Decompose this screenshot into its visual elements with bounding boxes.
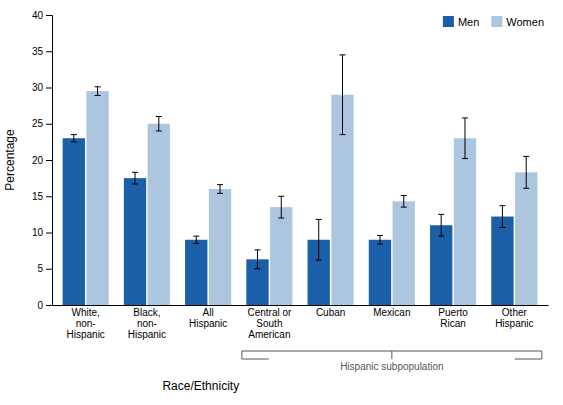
error-bar [71,135,77,142]
x-tick: Black,non-Hispanic [128,307,166,340]
error-bar [438,214,444,236]
legend-label: Women [506,16,544,28]
bar [63,138,85,305]
bar [124,178,146,305]
error-bar [462,118,468,159]
bar [491,217,513,305]
x-tick-label: White,non-Hispanic [66,307,104,340]
y-tick-label: 15 [32,191,44,202]
annotation: Hispanic subpopulation [340,361,443,372]
error-bar [401,196,407,208]
y-tick-mark [46,269,52,270]
bar [515,172,537,305]
y-tick: 40 [32,10,52,21]
y-tick: 30 [32,82,52,93]
x-tick: Central orSouthAmerican [247,307,292,340]
x-tick-label: Mexican [373,307,410,318]
error-bar [523,156,529,188]
x-tick: White,non-Hispanic [66,307,104,340]
error-bar [340,55,346,135]
legend-swatch [491,16,502,27]
y-tick-label: 35 [32,46,44,57]
x-axis-title: Race/Ethnicity [162,379,239,393]
y-tick-mark [46,15,52,16]
y-tick-label: 25 [32,118,44,129]
y-tick-label: 40 [32,10,44,21]
x-tick-label: Cuban [316,307,345,318]
series [63,135,514,305]
x-tick-label: AllHispanic [189,307,227,329]
y-tick-label: 30 [32,82,44,93]
y-tick-mark [46,233,52,234]
bar [209,189,231,305]
x-tick: Mexican [373,307,410,318]
y-tick-mark [46,124,52,125]
annotation-bracket [242,351,542,359]
bar [185,240,207,305]
error-bar [377,235,383,244]
y-axis: 0 5 10 15 20 25 30 35 40 [32,10,53,311]
x-tick: PuertoRican [438,307,468,329]
y-tick-mark [46,160,52,161]
error-bar [156,117,162,132]
error-bar [132,172,138,184]
y-axis-line [46,16,53,306]
bar [270,207,292,305]
bar [430,225,452,305]
x-tick: Cuban [316,307,345,318]
x-tick: OtherHispanic [495,307,533,329]
y-tick: 25 [32,118,52,129]
y-tick-mark [46,305,52,306]
y-tick-mark [46,88,52,89]
y-tick-label: 5 [37,263,43,274]
bar [454,138,476,305]
x-tick: AllHispanic [189,307,227,329]
series [86,55,537,305]
error-bar [316,219,322,260]
y-tick-mark [46,51,52,52]
chart: 0 5 10 15 20 25 30 35 40 White,non-Hispanic Black,… [0,0,563,405]
x-axis-line [53,305,549,306]
legend-swatch [443,16,454,27]
error-bar [193,236,199,243]
y-tick-label: 10 [32,227,44,238]
y-tick-label: 0 [37,300,43,311]
y-tick: 20 [32,155,52,166]
y-tick: 5 [37,263,52,274]
legend-item: Men [443,16,479,28]
error-bar [217,185,223,194]
y-tick: 15 [32,191,52,202]
y-tick: 10 [32,227,52,238]
y-tick: 0 [37,300,52,311]
legend-item: Women [491,16,544,28]
bar [369,240,391,305]
x-tick-label: OtherHispanic [495,307,533,329]
error-bar [95,87,101,96]
y-tick: 35 [32,46,52,57]
legend: Men Women [443,16,544,28]
plot: 0 5 10 15 20 25 30 35 40 White,non-Hispanic Black,… [3,10,549,393]
bar [393,201,415,305]
bar [148,124,170,305]
x-tick-label: PuertoRican [438,307,468,329]
error-bar [499,206,505,228]
x-axis: White,non-Hispanic Black,non-Hispanic AllH… [53,306,549,341]
error-bar [254,250,260,269]
x-tick-label: Black,non-Hispanic [128,307,166,340]
legend-label: Men [458,16,479,28]
marks [63,55,538,305]
bar [86,91,108,305]
y-tick-label: 20 [32,155,44,166]
x-tick-label: Central orSouthAmerican [247,307,292,340]
error-bar [278,196,284,218]
y-axis-title: Percentage [3,129,17,191]
y-tick-mark [46,196,52,197]
